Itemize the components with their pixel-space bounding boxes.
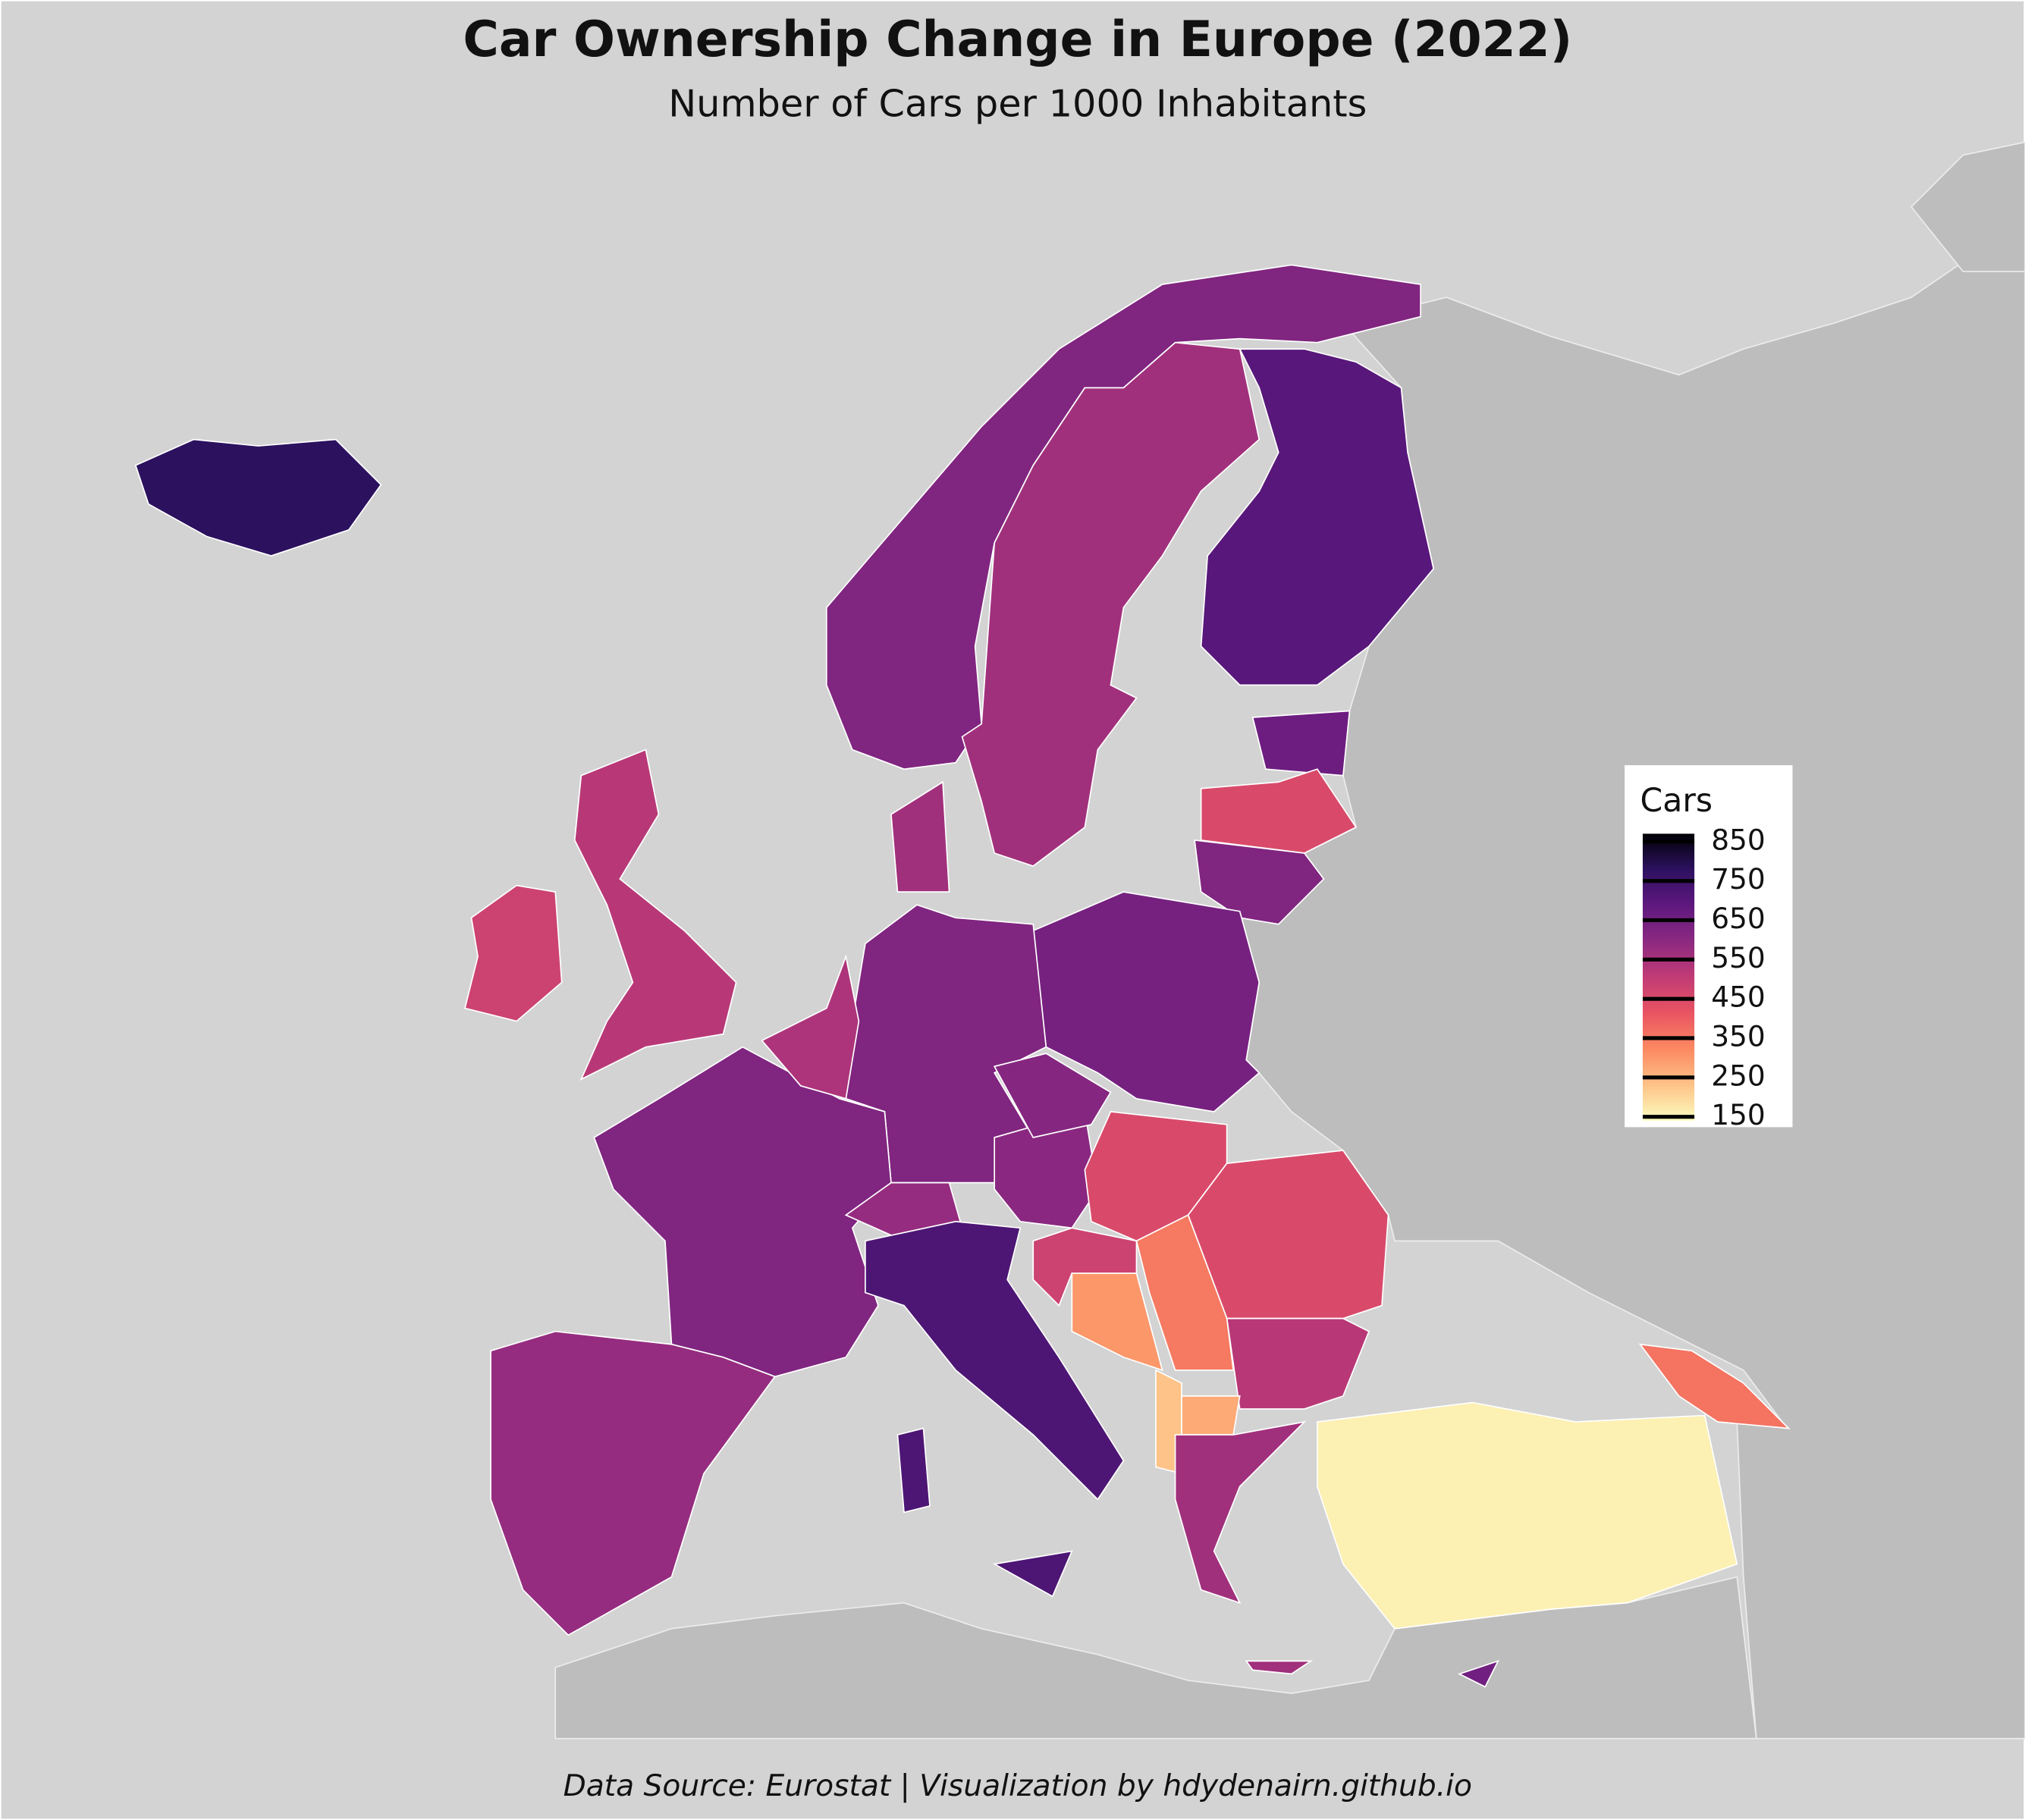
colorbar-tick-label: 150 [1711, 1098, 1765, 1131]
region [1194, 839, 1325, 925]
region [1245, 1660, 1314, 1675]
chart-subtitle: Number of Cars per 1000 Inhabitants [668, 81, 1367, 125]
region [1187, 1150, 1389, 1320]
region [1200, 348, 1435, 686]
colorbar-tick-label: 650 [1711, 902, 1765, 935]
region [761, 954, 860, 1100]
region [1071, 1272, 1163, 1372]
region [1032, 891, 1261, 1112]
chart-title: Car Ownership Change in Europe (2022) [463, 11, 1572, 68]
colorbar-tick-label: 350 [1711, 1019, 1765, 1053]
region [993, 1053, 1112, 1138]
region [1226, 1317, 1370, 1410]
land [554, 1576, 1757, 1740]
region [1174, 1420, 1307, 1605]
region [1457, 1659, 1499, 1688]
region [463, 884, 563, 1022]
region [1181, 1395, 1241, 1436]
colorbar-tick-label: 750 [1711, 862, 1765, 896]
region [961, 341, 1261, 867]
region [992, 1550, 1073, 1598]
region [1251, 710, 1351, 777]
region [896, 1427, 931, 1514]
colorbar-tick-label: 550 [1711, 941, 1765, 974]
region [1638, 1343, 1791, 1429]
regions [134, 264, 1791, 1688]
region [890, 780, 950, 893]
region [865, 1220, 1125, 1501]
region [490, 1330, 777, 1636]
colorbar-tick-label: 850 [1711, 823, 1765, 856]
colorbar-tick-label: 450 [1711, 981, 1765, 1014]
region [1200, 768, 1358, 854]
region [134, 438, 382, 557]
region [593, 1046, 892, 1378]
legend: Cars 850 750 650 550 450 350 250 150 [1625, 765, 1793, 1131]
region [573, 748, 737, 1081]
land [1910, 141, 2025, 272]
caption: Data Source: Eurostat | Visualization by… [564, 1769, 1472, 1803]
colorbar-tick-label: 250 [1711, 1059, 1765, 1092]
region [1317, 1401, 1738, 1630]
region [1135, 1214, 1235, 1371]
legend-title: Cars [1640, 782, 1713, 820]
